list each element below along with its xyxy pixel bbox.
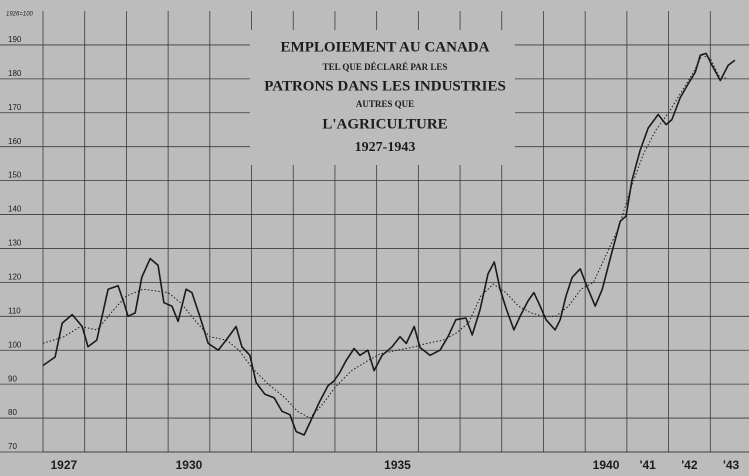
- x-tick-label: '43: [723, 458, 740, 472]
- unit-note: 1926=100: [6, 12, 34, 18]
- y-tick-label: 110: [8, 306, 21, 315]
- x-tick-label: '42: [681, 458, 698, 472]
- y-tick-label: 150: [8, 171, 22, 180]
- chart-title: L'AGRICULTURE: [322, 116, 447, 132]
- x-tick-label: '41: [640, 458, 657, 472]
- title-background: [250, 30, 515, 165]
- chart-title: PATRONS DANS LES INDUSTRIES: [264, 78, 506, 94]
- y-tick-label: 80: [8, 408, 17, 417]
- y-tick-label: 120: [8, 272, 22, 281]
- y-tick-label: 190: [8, 35, 22, 44]
- chart-title: EMPLOIEMENT AU CANADA: [281, 39, 490, 55]
- x-tick-label: 1935: [384, 458, 411, 472]
- y-tick-label: 170: [8, 103, 22, 112]
- y-tick-label: 90: [8, 374, 17, 383]
- x-tick-label: 1927: [51, 458, 78, 472]
- chart-title: TEL QUE DÉCLARÉ PAR LES: [323, 62, 448, 72]
- chart-title: 1927-1943: [355, 140, 416, 155]
- series-line: [42, 52, 736, 436]
- chart-title: AUTRES QUE: [356, 99, 414, 109]
- y-tick-label: 130: [8, 239, 22, 248]
- x-tick-label: 1930: [176, 458, 203, 472]
- x-tick-label: 1940: [593, 458, 620, 472]
- y-tick-label: 70: [8, 442, 17, 451]
- y-tick-label: 160: [8, 137, 22, 146]
- y-tick-label: 100: [8, 340, 22, 349]
- y-tick-label: 140: [8, 205, 22, 214]
- series-line: [42, 54, 728, 419]
- y-tick-label: 180: [8, 69, 22, 78]
